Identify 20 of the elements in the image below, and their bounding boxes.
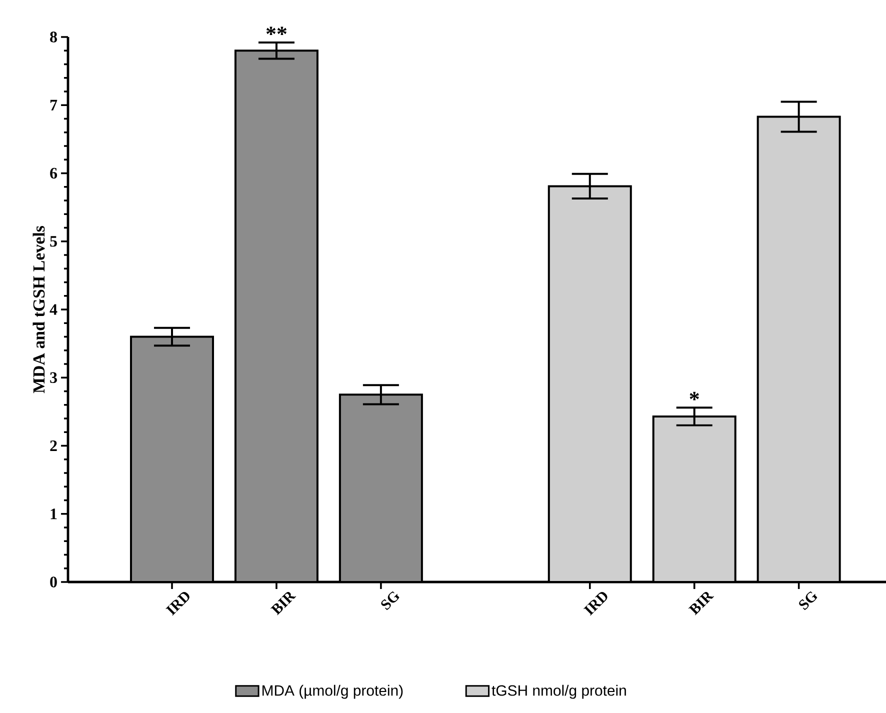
x-tick-label: BIR xyxy=(270,592,296,616)
y-tick-label: 7 xyxy=(50,100,58,110)
x-tick-label: BIR xyxy=(688,592,714,616)
legend-label: MDA (µmol/g protein) xyxy=(262,684,403,699)
x-tick-label: IRD xyxy=(584,592,608,616)
y-tick-label: 5 xyxy=(50,236,57,247)
legend-label: tGSH nmol/g protein xyxy=(492,684,626,699)
data-label: ** xyxy=(266,26,287,36)
data-label: * xyxy=(690,392,699,400)
y-tick-label: 0 xyxy=(50,576,57,588)
y-tick-label: 8 xyxy=(50,32,57,42)
y-tick-label: 1 xyxy=(50,508,57,520)
y-axis-title: MDA and tGSH Levels xyxy=(32,226,45,394)
x-tick-label: SG xyxy=(799,591,818,610)
y-tick-label: 3 xyxy=(50,372,57,383)
y-tick-label: 2 xyxy=(50,440,57,452)
y-tick-label: 4 xyxy=(50,304,58,315)
x-tick-label: IRD xyxy=(166,592,190,616)
y-tick-label: 6 xyxy=(50,168,58,179)
x-tick-label: SG xyxy=(381,591,400,610)
